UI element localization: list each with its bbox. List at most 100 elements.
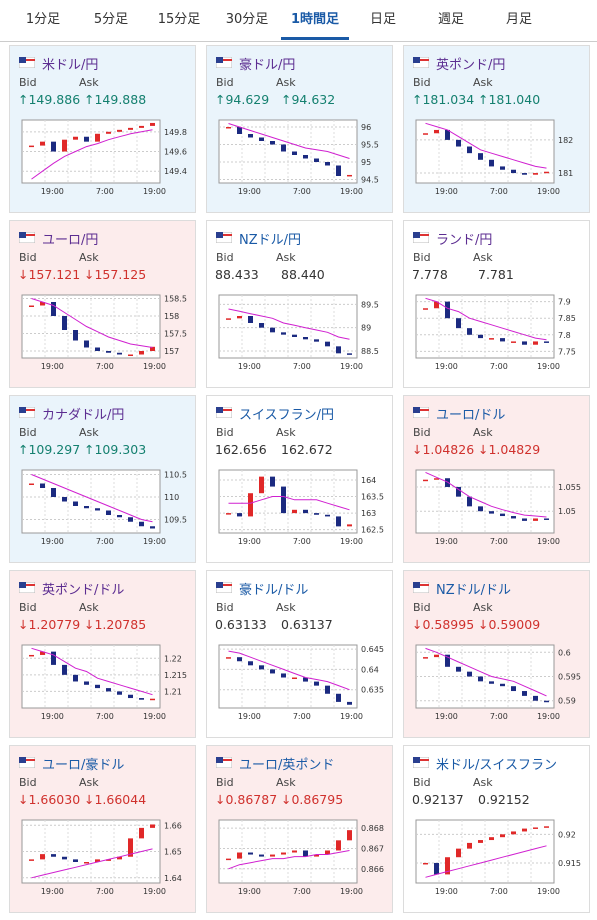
- candle: [467, 842, 472, 849]
- candle: [467, 496, 472, 507]
- candle: [62, 856, 67, 860]
- currency-card[interactable]: 英ポンド/ドル Bid Ask ↓1.20779 ↓1.20785 1.21 1.215 1.…: [9, 570, 196, 738]
- candle: [248, 316, 253, 323]
- candle: [314, 681, 319, 686]
- candle: [281, 332, 286, 335]
- bid-label: Bid: [413, 251, 431, 264]
- tab[interactable]: 30分足: [225, 12, 269, 27]
- tab[interactable]: 日足: [369, 12, 396, 27]
- flag-part: [19, 57, 26, 63]
- pair-name[interactable]: カナダドル/円: [42, 408, 125, 423]
- x-tick-label: 7:00: [293, 362, 311, 371]
- tab[interactable]: 月足: [505, 12, 532, 27]
- candle: [73, 501, 78, 506]
- candle: [248, 134, 253, 138]
- currency-card[interactable]: カナダドル/円 Bid Ask ↑109.297 ↑109.303 109.5 110 110…: [9, 395, 196, 563]
- x-tick-label: 19:00: [238, 187, 261, 196]
- currency-card[interactable]: ランド/円 Bid Ask 7.778 7.781 7.75 7.8 7.85 7.9 19:00…: [403, 220, 590, 388]
- candle: [150, 698, 155, 701]
- y-tick-label: 1.05: [558, 507, 576, 516]
- x-tick-label: 19:00: [340, 187, 363, 196]
- flag-part: [216, 582, 232, 593]
- pair-name[interactable]: 英ポンド/ドル: [42, 583, 125, 598]
- pair-name[interactable]: ランド/円: [436, 233, 493, 248]
- candle: [303, 337, 308, 340]
- pair-name[interactable]: ユーロ/豪ドル: [42, 758, 125, 773]
- currency-card[interactable]: ユーロ/円 Bid Ask ↓157.121 ↓157.125 157 157.5 158 15…: [9, 220, 196, 388]
- pair-name[interactable]: ユーロ/円: [42, 233, 99, 248]
- pair-name[interactable]: スイスフラン/円: [239, 408, 334, 423]
- candle: [106, 688, 111, 692]
- candle: [478, 676, 483, 682]
- x-tick-label: 19:00: [143, 887, 166, 896]
- flag-part: [19, 232, 35, 243]
- pair-name[interactable]: 米ドル/円: [42, 58, 99, 73]
- bid-label: Bid: [413, 426, 431, 439]
- flag-part: [413, 57, 429, 68]
- candle: [237, 852, 242, 859]
- candle: [489, 511, 494, 514]
- tab[interactable]: 週足: [437, 12, 464, 27]
- currency-card[interactable]: 豪ドル/ドル Bid Ask 0.63133 0.63137 0.635 0.64 0.645…: [206, 570, 393, 738]
- candle: [456, 848, 461, 858]
- candle: [73, 330, 78, 341]
- currency-card[interactable]: ユーロ/英ポンド Bid Ask ↓0.86787 ↓0.86795 0.866 0.867…: [206, 745, 393, 913]
- pair-name[interactable]: NZドル/円: [239, 233, 302, 248]
- candle: [511, 686, 516, 692]
- candle: [281, 673, 286, 678]
- pair-name[interactable]: 英ポンド/円: [436, 58, 506, 73]
- candle: [533, 341, 538, 345]
- candle: [347, 701, 352, 705]
- candle: [51, 854, 56, 857]
- y-tick-label: 181: [558, 169, 573, 178]
- candle: [106, 131, 111, 134]
- pair-name[interactable]: 豪ドル/円: [239, 58, 296, 73]
- x-tick-label: 19:00: [435, 187, 458, 196]
- candle: [281, 852, 286, 855]
- flag-part: [223, 59, 232, 61]
- currency-card[interactable]: 米ドル/円 Bid Ask ↑149.886 ↑149.888 149.4 149.6 149…: [9, 45, 196, 213]
- pair-name[interactable]: NZドル/ドル: [436, 583, 512, 598]
- y-tick-label: 109.5: [164, 516, 187, 525]
- tab[interactable]: 5分足: [93, 12, 129, 27]
- tab[interactable]: 1時間足: [281, 0, 349, 40]
- candle: [259, 665, 264, 670]
- moving-average: [425, 845, 547, 878]
- y-tick-label: 110.5: [164, 471, 187, 480]
- tab[interactable]: 1分足: [25, 12, 61, 27]
- flag-part: [19, 757, 26, 763]
- candle: [478, 334, 483, 339]
- currency-card[interactable]: 豪ドル/円 Bid Ask ↑94.629 ↑94.632 94.5 95 95.5 96 19:…: [206, 45, 393, 213]
- x-tick-label: 19:00: [41, 712, 64, 721]
- candle: [84, 681, 89, 685]
- y-tick-label: 7.9: [558, 298, 571, 307]
- tab[interactable]: 15分足: [157, 12, 201, 27]
- x-tick-label: 19:00: [340, 537, 363, 546]
- currency-card[interactable]: NZドル/円 Bid Ask 88.433 88.440 88.5 89 89.5 19:00 7…: [206, 220, 393, 388]
- candle: [292, 334, 297, 337]
- y-tick-label: 157.5: [164, 330, 187, 339]
- flag-part: [216, 57, 232, 68]
- currency-card[interactable]: 米ドル/スイスフラン Bid Ask 0.92137 0.92152 0.915 0.92 1…: [403, 745, 590, 913]
- pair-name[interactable]: ユーロ/英ポンド: [239, 758, 335, 773]
- currency-card[interactable]: ユーロ/豪ドル Bid Ask ↓1.66030 ↓1.66044 1.64 1.65 1.6…: [9, 745, 196, 913]
- y-tick-label: 1.64: [164, 874, 182, 883]
- currency-card[interactable]: スイスフラン/円 Bid Ask 162.656 162.672 162.5 163 163.…: [206, 395, 393, 563]
- mini-chart: 109.5 110 110.5 19:00 7:00 19:00: [21, 469, 187, 546]
- candle: [95, 347, 100, 351]
- pair-name[interactable]: ユーロ/ドル: [436, 408, 506, 423]
- candle: [270, 476, 275, 487]
- candle: [533, 173, 538, 175]
- flag-part: [216, 232, 223, 238]
- currency-card[interactable]: ユーロ/ドル Bid Ask ↓1.04826 ↓1.04829 1.05 1.055 19:…: [403, 395, 590, 563]
- y-tick-label: 0.595: [558, 673, 581, 682]
- mini-chart: 149.4 149.6 149.8 19:00 7:00 19:00: [21, 119, 187, 196]
- currency-card[interactable]: 英ポンド/円 Bid Ask ↑181.034 ↑181.040 181 182 19:00 7…: [403, 45, 590, 213]
- flag-icon: [413, 232, 429, 243]
- ask-label: Ask: [473, 426, 493, 439]
- pair-name[interactable]: 豪ドル/ドル: [239, 583, 309, 598]
- y-tick-label: 0.868: [361, 824, 384, 833]
- pair-name[interactable]: 米ドル/スイスフラン: [436, 758, 557, 773]
- flag-part: [216, 757, 223, 763]
- currency-card[interactable]: NZドル/ドル Bid Ask ↓0.58995 ↓0.59009 0.59 0.595 0.…: [403, 570, 590, 738]
